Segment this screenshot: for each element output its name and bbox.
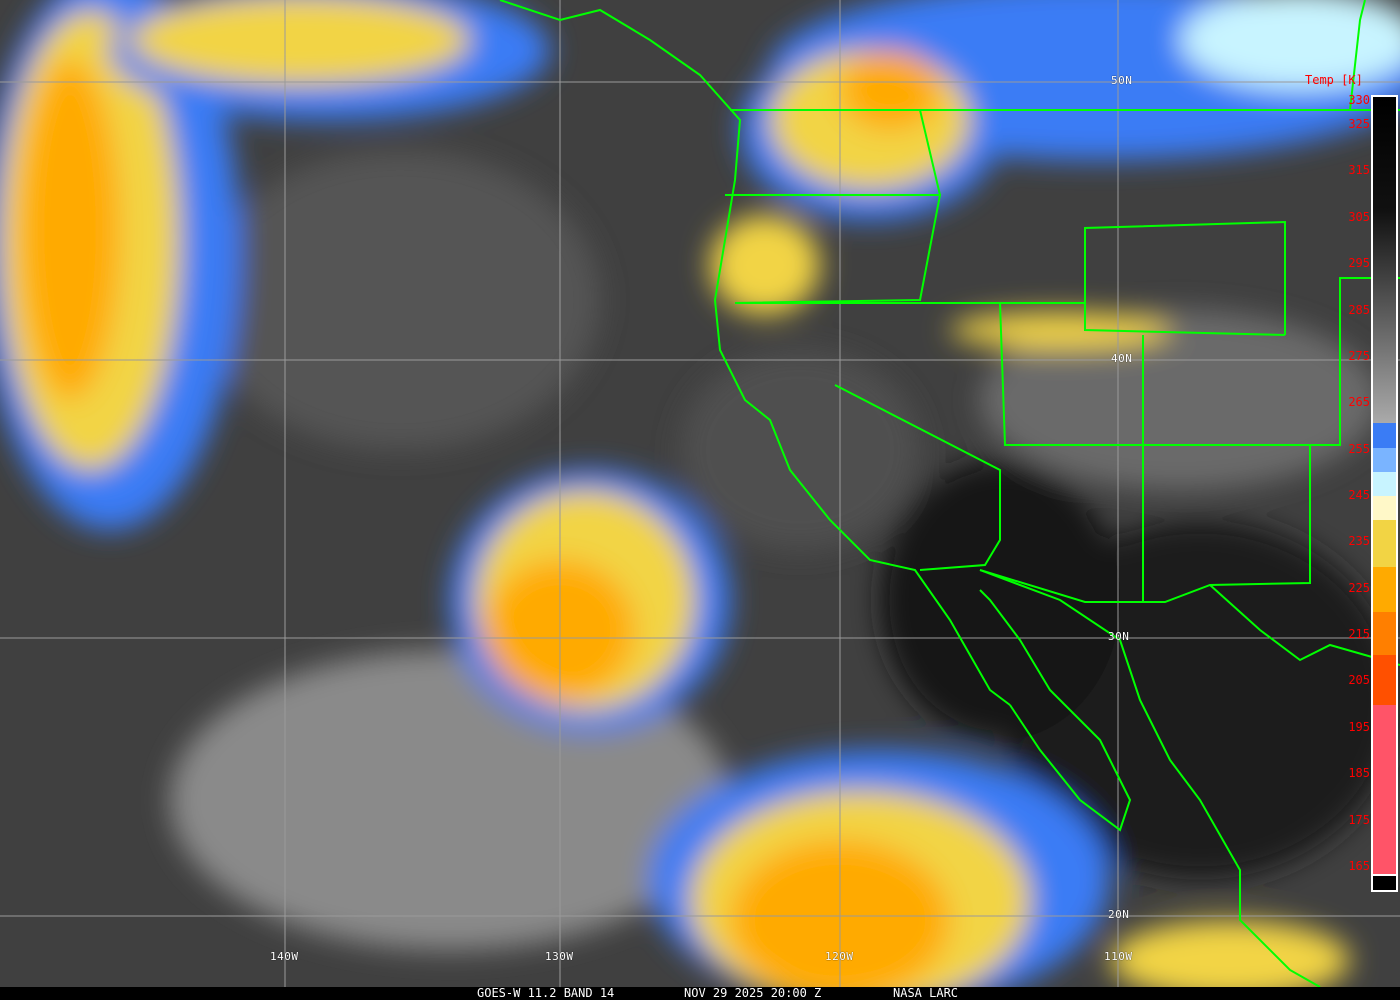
colorbar-tick-label: 205 bbox=[1348, 673, 1370, 687]
caption-bar: GOES-W 11.2 BAND 14 NOV 29 2025 20:00 Z … bbox=[0, 987, 1400, 1000]
colorbar-tick-label: 245 bbox=[1348, 488, 1370, 502]
colorbar-title: Temp [K] bbox=[1305, 73, 1363, 87]
colorbar-tick-label: 285 bbox=[1348, 303, 1370, 317]
lon-label-110w: 110W bbox=[1104, 950, 1133, 963]
colorbar-tick-label: 175 bbox=[1348, 813, 1370, 827]
caption-datetime: NOV 29 2025 20:00 Z bbox=[684, 986, 822, 1000]
lat-label-40n: 40N bbox=[1111, 352, 1133, 365]
lat-label-30n: 30N bbox=[1108, 630, 1130, 643]
colorbar-tick-label: 255 bbox=[1348, 442, 1370, 456]
colorbar-tick-label: 295 bbox=[1348, 256, 1370, 270]
lat-label-20n: 20N bbox=[1108, 908, 1130, 921]
colorbar-tick-label: 330 bbox=[1348, 93, 1370, 107]
colorbar-tick-label: 165 bbox=[1348, 859, 1370, 873]
colorbar-tick-label: 265 bbox=[1348, 395, 1370, 409]
colorbar-tick-label: 325 bbox=[1348, 117, 1370, 131]
lat-label-50n: 50N bbox=[1111, 74, 1133, 87]
colorbar-tick-label: 185 bbox=[1348, 766, 1370, 780]
colorbar-tick-label: 305 bbox=[1348, 210, 1370, 224]
lon-label-120w: 120W bbox=[825, 950, 854, 963]
colorbar-tick-label: 215 bbox=[1348, 627, 1370, 641]
coastlines-and-borders bbox=[499, 0, 1400, 988]
temperature-colorbar bbox=[1371, 95, 1398, 892]
colorbar-tick-label: 225 bbox=[1348, 581, 1370, 595]
lon-label-140w: 140W bbox=[270, 950, 299, 963]
colorbar-tick-label: 195 bbox=[1348, 720, 1370, 734]
caption-source: NASA LARC bbox=[893, 986, 959, 1000]
lon-label-130w: 130W bbox=[545, 950, 574, 963]
colorbar-tick-label: 275 bbox=[1348, 349, 1370, 363]
colorbar-tick-label: 235 bbox=[1348, 534, 1370, 548]
colorbar-tick-label: 315 bbox=[1348, 163, 1370, 177]
caption-satellite: GOES-W 11.2 BAND 14 bbox=[477, 986, 615, 1000]
